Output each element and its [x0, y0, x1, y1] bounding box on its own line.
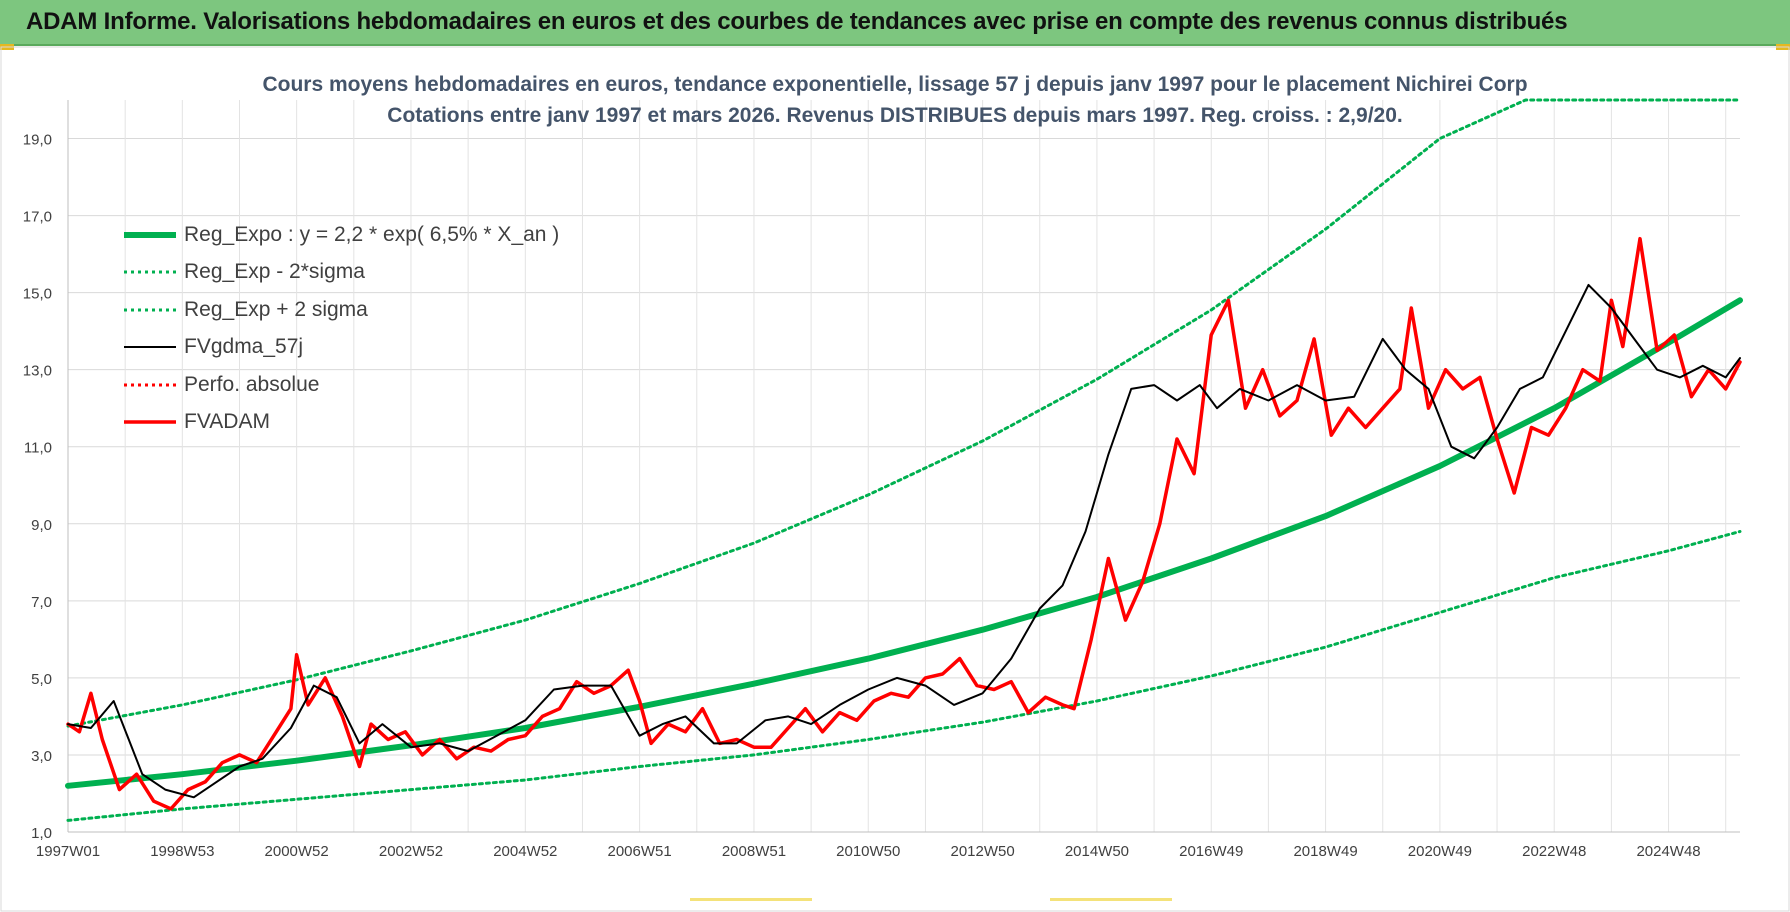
legend-item: FVADAM [122, 404, 559, 442]
y-tick-label: 5,0 [31, 671, 52, 688]
legend-item: Reg_Exp - 2*sigma [122, 254, 559, 292]
series-line-5 [66, 236, 1742, 811]
legend-item: Reg_Expo : y = 2,2 * exp( 6,5% * X_an ) [122, 216, 559, 254]
x-tick-label: 1998W53 [150, 843, 214, 860]
chart-border [0, 46, 1790, 912]
x-tick-label: 2012W50 [950, 843, 1014, 860]
y-tick-label: 11,0 [24, 440, 52, 457]
header-bar: ADAM Informe. Valorisations hebdomadaire… [0, 0, 1790, 46]
x-tick-label: 2008W51 [722, 843, 786, 860]
legend-swatch [124, 308, 176, 312]
y-tick-label: 7,0 [31, 594, 52, 611]
header-title: ADAM Informe. Valorisations hebdomadaire… [26, 8, 1568, 35]
y-tick-label: 9,0 [31, 517, 52, 534]
series-line-1 [66, 530, 1742, 822]
chart-plot: 1,0 3,0 5,0 7,0 9,0 11,0 13,0 15,0 17,0 19,0 1997W… [0, 46, 1790, 912]
legend-swatch [124, 346, 176, 349]
series-line-3 [67, 283, 1741, 799]
legend-label: FVgdma_57j [184, 335, 304, 359]
x-tick-label: 2002W52 [379, 843, 443, 860]
x-tick-label: 1997W01 [36, 843, 100, 860]
chart-legend: Reg_Expo : y = 2,2 * exp( 6,5% * X_an ) R… [122, 216, 559, 441]
x-tick-label: 2004W52 [493, 843, 557, 860]
x-tick-label: 2000W52 [265, 843, 329, 860]
y-tick-label: 13,0 [23, 363, 52, 380]
legend-label: Reg_Exp + 2 sigma [184, 297, 368, 321]
x-tick-label: 2014W50 [1065, 843, 1129, 860]
legend-label: FVADAM [184, 410, 270, 434]
x-tick-label: 2024W48 [1636, 843, 1700, 860]
x-tick-label: 2020W49 [1408, 843, 1472, 860]
legend-label: Reg_Expo : y = 2,2 * exp( 6,5% * X_an ) [184, 222, 560, 246]
x-tick-label: 2016W49 [1179, 843, 1243, 860]
bottom-accent [1050, 898, 1172, 901]
x-tick-label: 2006W51 [608, 843, 672, 860]
y-tick-label: 19,0 [23, 132, 52, 149]
y-tick-label: 17,0 [23, 209, 52, 226]
legend-swatch [124, 383, 176, 387]
legend-item: Perfo. absolue [122, 366, 559, 404]
x-tick-label: 2018W49 [1293, 843, 1357, 860]
legend-label: Reg_Exp - 2*sigma [184, 260, 365, 284]
legend-swatch [124, 270, 176, 274]
legend-swatch [124, 231, 176, 238]
y-tick-label: 3,0 [31, 748, 52, 765]
y-tick-label: 1,0 [31, 825, 52, 842]
legend-label: Perfo. absolue [184, 372, 320, 396]
x-tick-label: 2010W50 [836, 843, 900, 860]
chart-area: 1,0 3,0 5,0 7,0 9,0 11,0 13,0 15,0 17,0 19,0 1997W… [0, 46, 1790, 912]
chart-title: Cours moyens hebdomadaires en euros, ten… [262, 73, 1528, 96]
y-tick-label: 15,0 [23, 286, 52, 303]
legend-item: Reg_Exp + 2 sigma [122, 291, 559, 329]
x-tick-label: 2022W48 [1522, 843, 1586, 860]
bottom-accent [690, 898, 812, 901]
series-line-2 [66, 98, 1742, 728]
legend-swatch [124, 420, 176, 424]
legend-item: FVgdma_57j [122, 329, 559, 367]
chart-subtitle: Cotations entre janv 1997 et mars 2026. … [387, 104, 1403, 127]
